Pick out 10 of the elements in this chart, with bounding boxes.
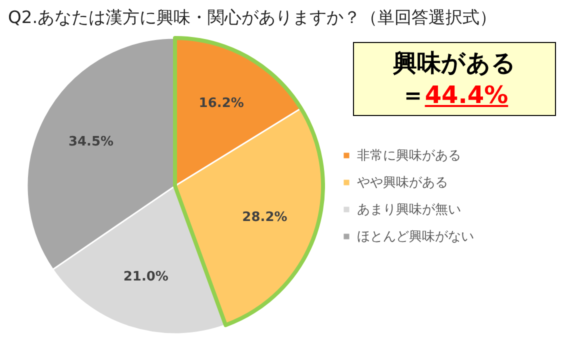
- data-label: 21.0%: [123, 269, 168, 284]
- legend-label: やや興味がある: [357, 176, 448, 190]
- chart-title: Q2.あなたは漢方に興味・関心がありますか？（単回答選択式）: [8, 7, 497, 29]
- callout-box: 興味がある ＝44.4%: [353, 42, 556, 116]
- legend-label: あまり興味が無い: [357, 202, 461, 218]
- data-label: 16.2%: [198, 96, 244, 112]
- legend-label: 非常に興味がある: [357, 148, 461, 164]
- data-label: 34.5%: [68, 134, 114, 150]
- legend-label: ほとんど興味がない: [357, 230, 474, 244]
- data-label: 28.2%: [242, 210, 288, 226]
